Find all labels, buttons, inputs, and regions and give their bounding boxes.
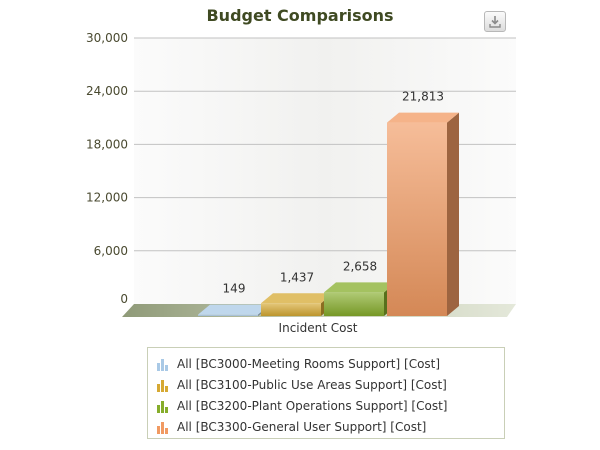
y-tick-label: 30,000	[86, 31, 128, 45]
download-button[interactable]	[484, 11, 506, 32]
bar-front	[387, 122, 447, 316]
bar-side	[447, 112, 459, 316]
legend-label: All [BC3300-General User Support] [Cost]	[177, 419, 427, 434]
y-tick-label: 6,000	[94, 244, 128, 258]
chart-title: Budget Comparisons	[206, 6, 394, 25]
bar-front	[198, 314, 258, 316]
y-tick-label: 24,000	[86, 84, 128, 98]
legend-item[interactable]: All [BC3200-Plant Operations Support] [C…	[156, 395, 504, 416]
legend-item[interactable]: All [BC3000-Meeting Rooms Support] [Cost…	[156, 353, 504, 374]
legend-label: All [BC3200-Plant Operations Support] [C…	[177, 398, 448, 413]
legend-label: All [BC3100-Public Use Areas Support] [C…	[177, 377, 447, 392]
legend-item[interactable]: All [BC3100-Public Use Areas Support] [C…	[156, 374, 504, 395]
data-label: 21,813	[402, 90, 444, 104]
bar[interactable]	[261, 293, 333, 316]
legend-label: All [BC3000-Meeting Rooms Support] [Cost…	[177, 356, 441, 371]
bar-chart-icon	[157, 358, 168, 371]
bar[interactable]	[387, 112, 459, 316]
bar-top	[324, 282, 396, 293]
data-label: 2,658	[343, 259, 377, 273]
bar-top	[387, 112, 459, 123]
bar-top	[198, 304, 270, 315]
bar-front	[261, 303, 321, 316]
legend-item[interactable]: All [BC3300-General User Support] [Cost]	[156, 416, 504, 437]
y-tick-label: 0	[120, 292, 128, 306]
chart-legend: All [BC3000-Meeting Rooms Support] [Cost…	[147, 347, 505, 439]
bar-front	[324, 292, 384, 316]
data-label: 1,437	[280, 270, 314, 284]
x-axis-label: Incident Cost	[279, 321, 358, 335]
data-label: 149	[223, 282, 246, 296]
y-tick-label: 12,000	[86, 191, 128, 205]
bar-chart-icon	[157, 400, 168, 413]
bar-top	[261, 293, 333, 304]
y-tick-label: 18,000	[86, 137, 128, 151]
bar-chart-icon	[157, 379, 168, 392]
bar[interactable]	[324, 282, 396, 316]
download-icon	[489, 16, 501, 28]
bar[interactable]	[198, 304, 270, 316]
bar-chart-icon	[157, 421, 168, 434]
